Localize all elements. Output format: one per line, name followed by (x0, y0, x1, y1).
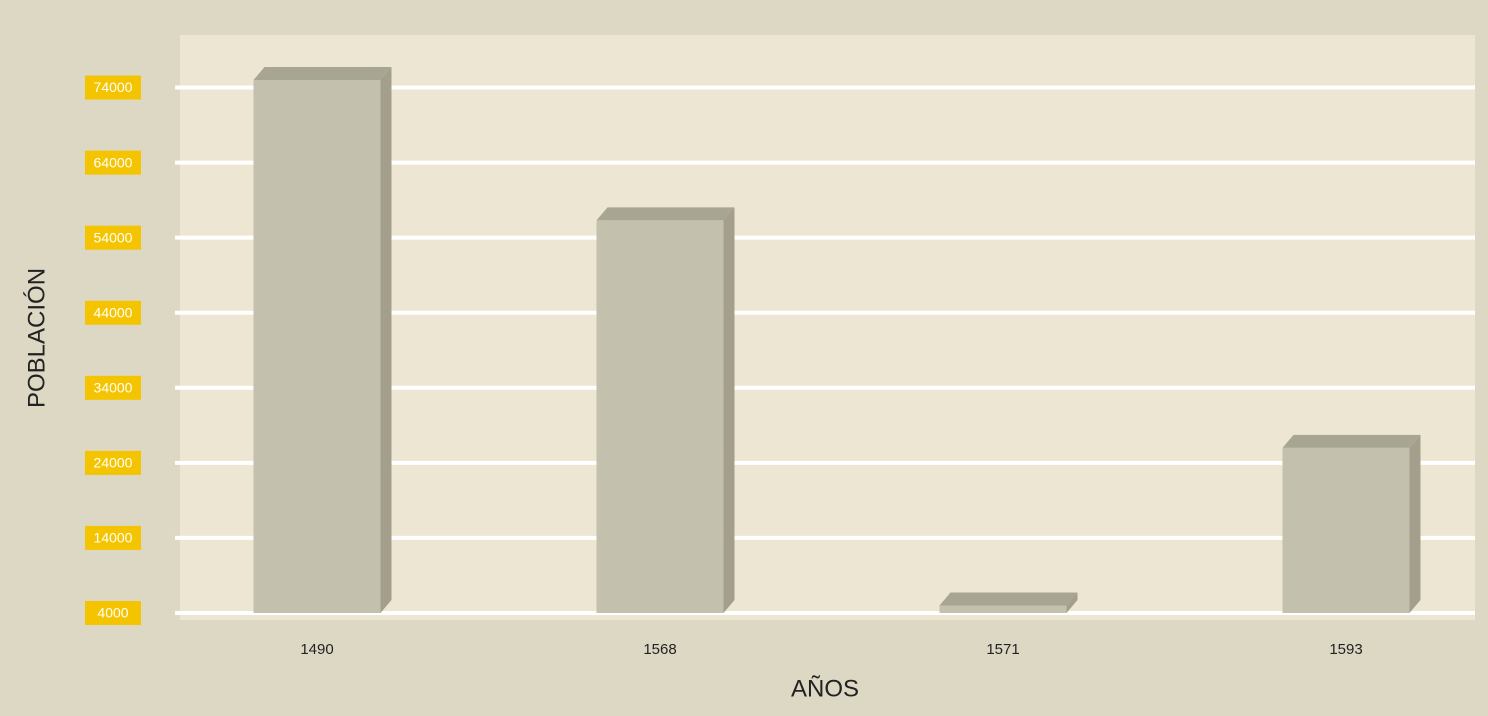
bar (1282, 447, 1410, 613)
bar-side (723, 207, 735, 613)
y-tick-box (85, 450, 141, 475)
y-tick-box (85, 525, 141, 550)
y-tick-label: 64000 (94, 154, 133, 170)
y-tick-label: 14000 (94, 530, 133, 546)
bar-top (1282, 434, 1421, 448)
bar-side (1409, 434, 1421, 613)
y-tick-box (85, 225, 141, 250)
y-tick-label: 24000 (94, 455, 133, 471)
plot-area (180, 35, 1475, 620)
x-tick-label: 1593 (1329, 641, 1362, 658)
y-tick-box (85, 150, 141, 175)
bar (939, 605, 1067, 613)
y-tick-label: 54000 (94, 229, 133, 245)
x-tick-label: 1568 (643, 641, 676, 658)
bar-top (253, 67, 392, 81)
y-tick-box (85, 75, 141, 100)
y-axis-title: POBLACIÓN (23, 268, 50, 408)
y-tick-box (85, 375, 141, 400)
bar-top (596, 207, 735, 221)
bar-side (1066, 592, 1078, 613)
y-tick-label: 34000 (94, 380, 133, 396)
y-tick-box (85, 601, 141, 625)
bar-top (939, 592, 1078, 606)
y-tick-label: 44000 (94, 304, 133, 320)
bar-side (380, 67, 392, 614)
y-tick-label: 4000 (97, 605, 128, 621)
bar (253, 80, 381, 614)
y-tick-box (85, 300, 141, 325)
y-tick-label: 74000 (94, 79, 133, 95)
x-axis-title: AÑOS (791, 675, 859, 702)
x-tick-label: 1571 (986, 641, 1019, 658)
x-tick-label: 1490 (300, 641, 333, 658)
bar (596, 220, 724, 613)
